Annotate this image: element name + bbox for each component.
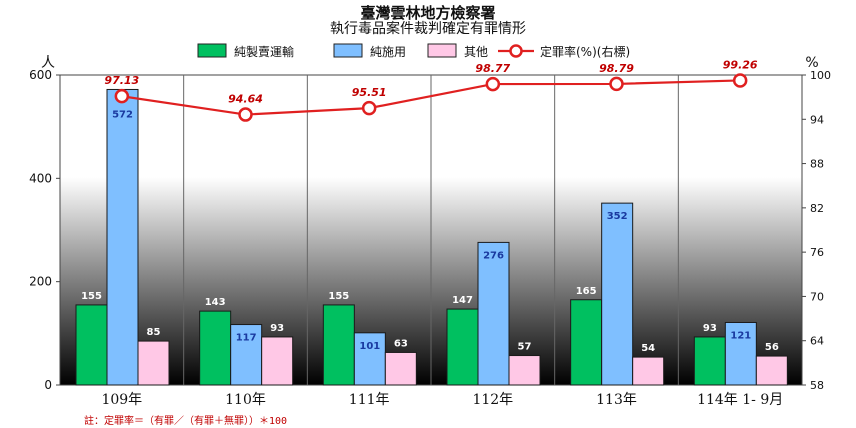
bar-value-label: 57 bbox=[518, 342, 532, 353]
chart-title: 臺灣雲林地方檢察署 bbox=[360, 4, 496, 22]
legend-label: 定罪率(%)(右標) bbox=[540, 44, 630, 59]
y2-tick-label: 94 bbox=[810, 113, 824, 126]
bar-use bbox=[724, 321, 757, 386]
y2-tick-label: 82 bbox=[810, 202, 824, 215]
rate-point bbox=[361, 100, 377, 116]
bar-value-label: 147 bbox=[452, 295, 473, 306]
legend-rate: 定罪率(%)(右標) bbox=[498, 44, 630, 59]
y-tick-label: 0 bbox=[44, 378, 52, 392]
legend-swatch bbox=[427, 43, 457, 58]
rate-point bbox=[114, 88, 130, 104]
bar-value-label: 93 bbox=[270, 323, 284, 334]
bar-other bbox=[508, 355, 541, 386]
rate-line bbox=[121, 79, 741, 116]
legend-other: 其他 bbox=[427, 43, 488, 59]
bar-use bbox=[106, 88, 139, 386]
x-tick-label: 114年 1- 9月 bbox=[697, 392, 783, 408]
y2-tick-label: 58 bbox=[810, 379, 824, 392]
bar-value-label: 93 bbox=[703, 323, 717, 334]
footnote: 註：定罪率＝（有罪／（有罪＋無罪））＊100 bbox=[84, 416, 288, 427]
bar-value-label: 54 bbox=[641, 343, 655, 354]
bar-value-label: 352 bbox=[607, 211, 628, 222]
bar-value-label: 85 bbox=[147, 327, 161, 338]
x-tick-label: 113年 bbox=[596, 392, 637, 408]
rate-point bbox=[485, 76, 501, 92]
legend: 純製賣運輸 純施用 其他 定罪率(%)(右標) bbox=[197, 43, 630, 59]
chart-subtitle: 執行毒品案件裁判確定有罪情形 bbox=[330, 21, 526, 37]
bar-other bbox=[384, 351, 417, 386]
bar-value-label: 165 bbox=[576, 286, 597, 297]
bar-trafficking bbox=[199, 310, 232, 386]
legend-label: 純施用 bbox=[370, 45, 406, 59]
bar-value-label: 143 bbox=[205, 297, 226, 308]
y2-tick-label: 76 bbox=[810, 246, 824, 259]
bar-use bbox=[601, 202, 634, 386]
rate-value-label: 98.79 bbox=[599, 62, 634, 75]
y-tick-label: 600 bbox=[29, 68, 52, 82]
bar-value-label: 572 bbox=[112, 109, 133, 120]
rate-point bbox=[609, 76, 624, 92]
bar-value-label: 276 bbox=[483, 250, 504, 261]
bar-use bbox=[353, 332, 386, 386]
y-axis-label: 人 bbox=[41, 55, 55, 71]
y2-tick-label: 88 bbox=[810, 158, 824, 171]
bar-other bbox=[261, 336, 294, 386]
bar-value-label: 121 bbox=[730, 330, 751, 341]
legend-marker bbox=[509, 44, 523, 58]
bar-other bbox=[755, 355, 788, 386]
y2-tick-label: 70 bbox=[810, 290, 824, 303]
legend-trafficking: 純製賣運輸 bbox=[197, 43, 294, 59]
legend-use: 純施用 bbox=[333, 43, 406, 59]
bar-value-label: 63 bbox=[394, 338, 408, 349]
bar-value-label: 155 bbox=[328, 291, 349, 302]
legend-label: 其他 bbox=[464, 45, 488, 59]
bar-trafficking bbox=[75, 304, 108, 386]
y-tick-label: 400 bbox=[29, 171, 52, 185]
y2-axis-label: % bbox=[805, 55, 818, 71]
x-tick-label: 109年 bbox=[101, 392, 142, 408]
rate-point bbox=[238, 107, 253, 122]
legend-swatch bbox=[333, 43, 363, 58]
bar-value-label: 155 bbox=[81, 291, 102, 302]
bar-trafficking bbox=[446, 308, 479, 386]
bar-value-label: 101 bbox=[359, 341, 380, 352]
rate-value-label: 94.64 bbox=[228, 93, 263, 106]
legend-swatch bbox=[197, 43, 227, 58]
x-tick-label: 112年 bbox=[472, 392, 513, 408]
y-tick-label: 200 bbox=[29, 275, 52, 289]
rate-value-label: 99.26 bbox=[723, 58, 758, 71]
bar-other bbox=[137, 340, 170, 386]
rate-value-label: 97.13 bbox=[104, 74, 139, 87]
rate-value-label: 95.51 bbox=[352, 86, 387, 99]
y2-tick-label: 100 bbox=[810, 69, 831, 82]
bar-trafficking bbox=[322, 304, 355, 386]
bar-value-label: 56 bbox=[765, 342, 779, 353]
x-tick-label: 111年 bbox=[349, 392, 390, 408]
legend-label: 純製賣運輸 bbox=[234, 44, 294, 59]
bar-trafficking bbox=[570, 299, 603, 386]
bar-value-label: 117 bbox=[236, 333, 257, 344]
rate-value-label: 98.77 bbox=[475, 62, 510, 75]
bar-other bbox=[632, 356, 665, 386]
x-tick-label: 110年 bbox=[225, 392, 266, 408]
bar-use bbox=[477, 241, 510, 386]
y2-tick-label: 64 bbox=[810, 335, 824, 348]
rate-point bbox=[732, 73, 748, 88]
bar-trafficking bbox=[693, 336, 726, 386]
